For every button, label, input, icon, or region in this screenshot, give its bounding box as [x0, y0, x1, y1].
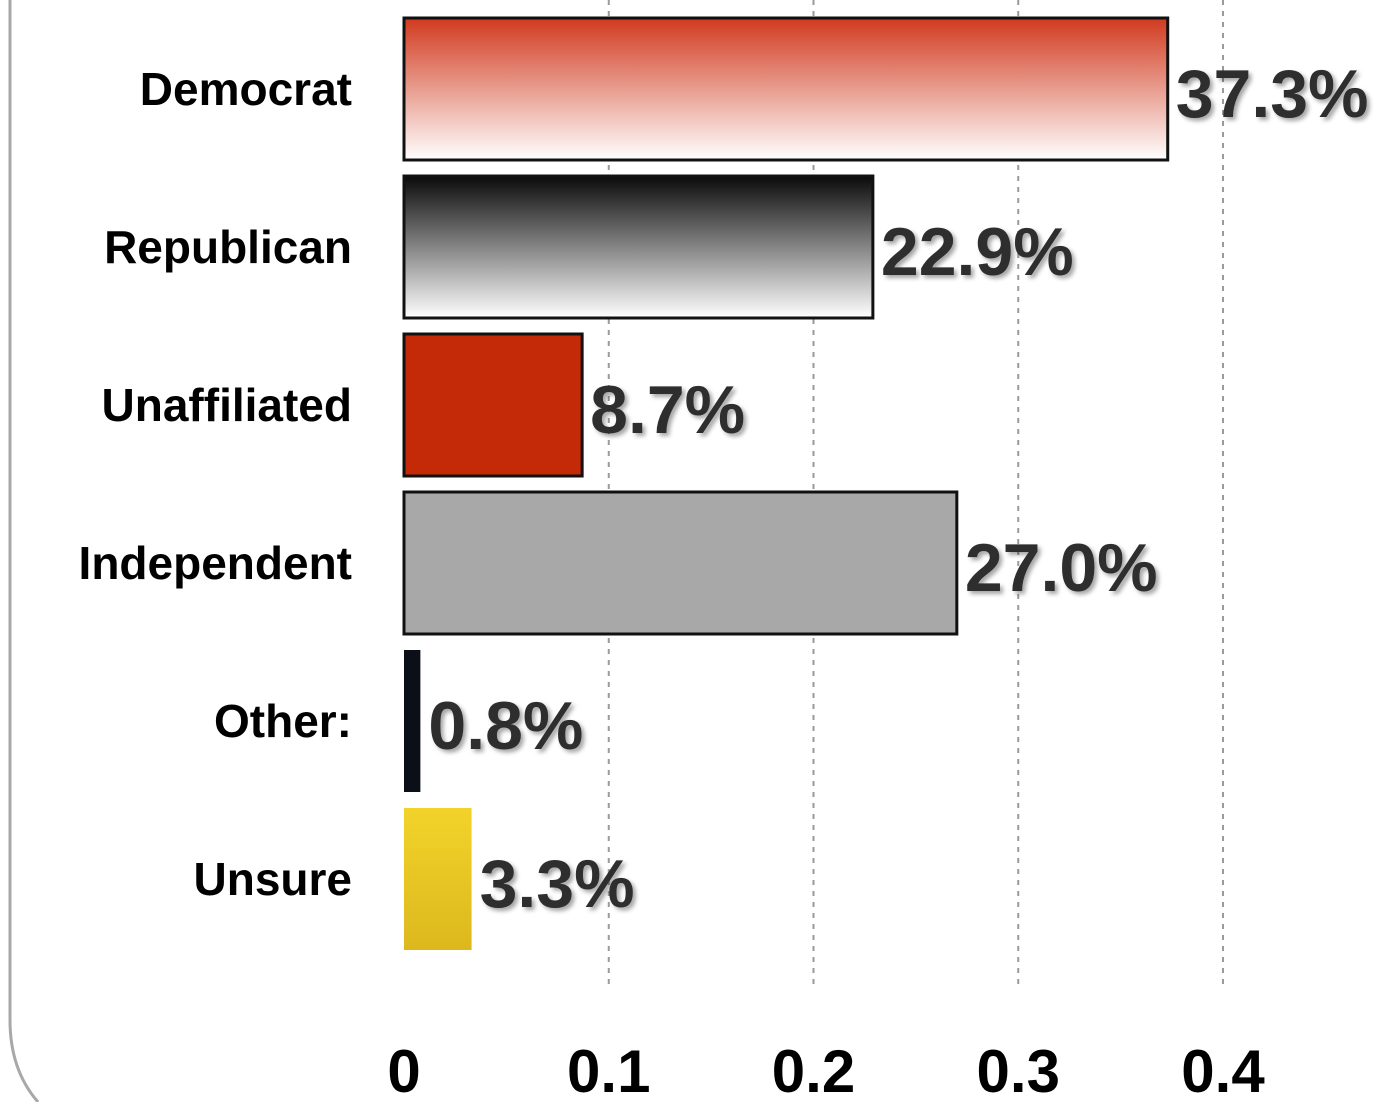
category-label-3: Independent	[79, 537, 352, 589]
value-label-4: 0.8%	[428, 688, 583, 764]
category-label-4: Other:	[214, 695, 352, 747]
bar-unaffiliated	[402, 332, 584, 478]
x-tick-label-4: 0.4	[1181, 1038, 1265, 1102]
value-label-3: 27.0%	[965, 530, 1158, 606]
category-label-5: Unsure	[194, 853, 352, 905]
value-label-0: 37.3%	[1176, 56, 1369, 132]
bar-other	[404, 650, 421, 792]
bar-independent	[402, 490, 959, 636]
bar-unsure	[404, 808, 472, 950]
x-tick-label-2: 0.2	[772, 1038, 855, 1102]
bars	[402, 16, 1170, 950]
category-label-0: Democrat	[140, 63, 352, 115]
x-tick-label-3: 0.3	[977, 1038, 1060, 1102]
value-label-2: 8.7%	[590, 372, 745, 448]
x-tick-label-1: 0.1	[567, 1038, 650, 1102]
category-labels: Democrat Republican Unaffiliated Independen…	[79, 63, 352, 905]
category-label-1: Republican	[104, 221, 352, 273]
category-label-2: Unaffiliated	[102, 379, 352, 431]
value-label-5: 3.3%	[480, 846, 635, 922]
chart-frame-border	[8, 0, 40, 1102]
bar-republican	[402, 174, 875, 320]
value-label-1: 22.9%	[881, 214, 1074, 290]
x-tick-label-0: 0	[387, 1038, 420, 1102]
x-axis-ticks: 0 0.1 0.2 0.3 0.4	[387, 1038, 1265, 1102]
bar-democrat	[402, 16, 1170, 162]
value-labels: 37.3% 22.9% 8.7% 27.0% 0.8% 3.3%	[428, 56, 1368, 922]
